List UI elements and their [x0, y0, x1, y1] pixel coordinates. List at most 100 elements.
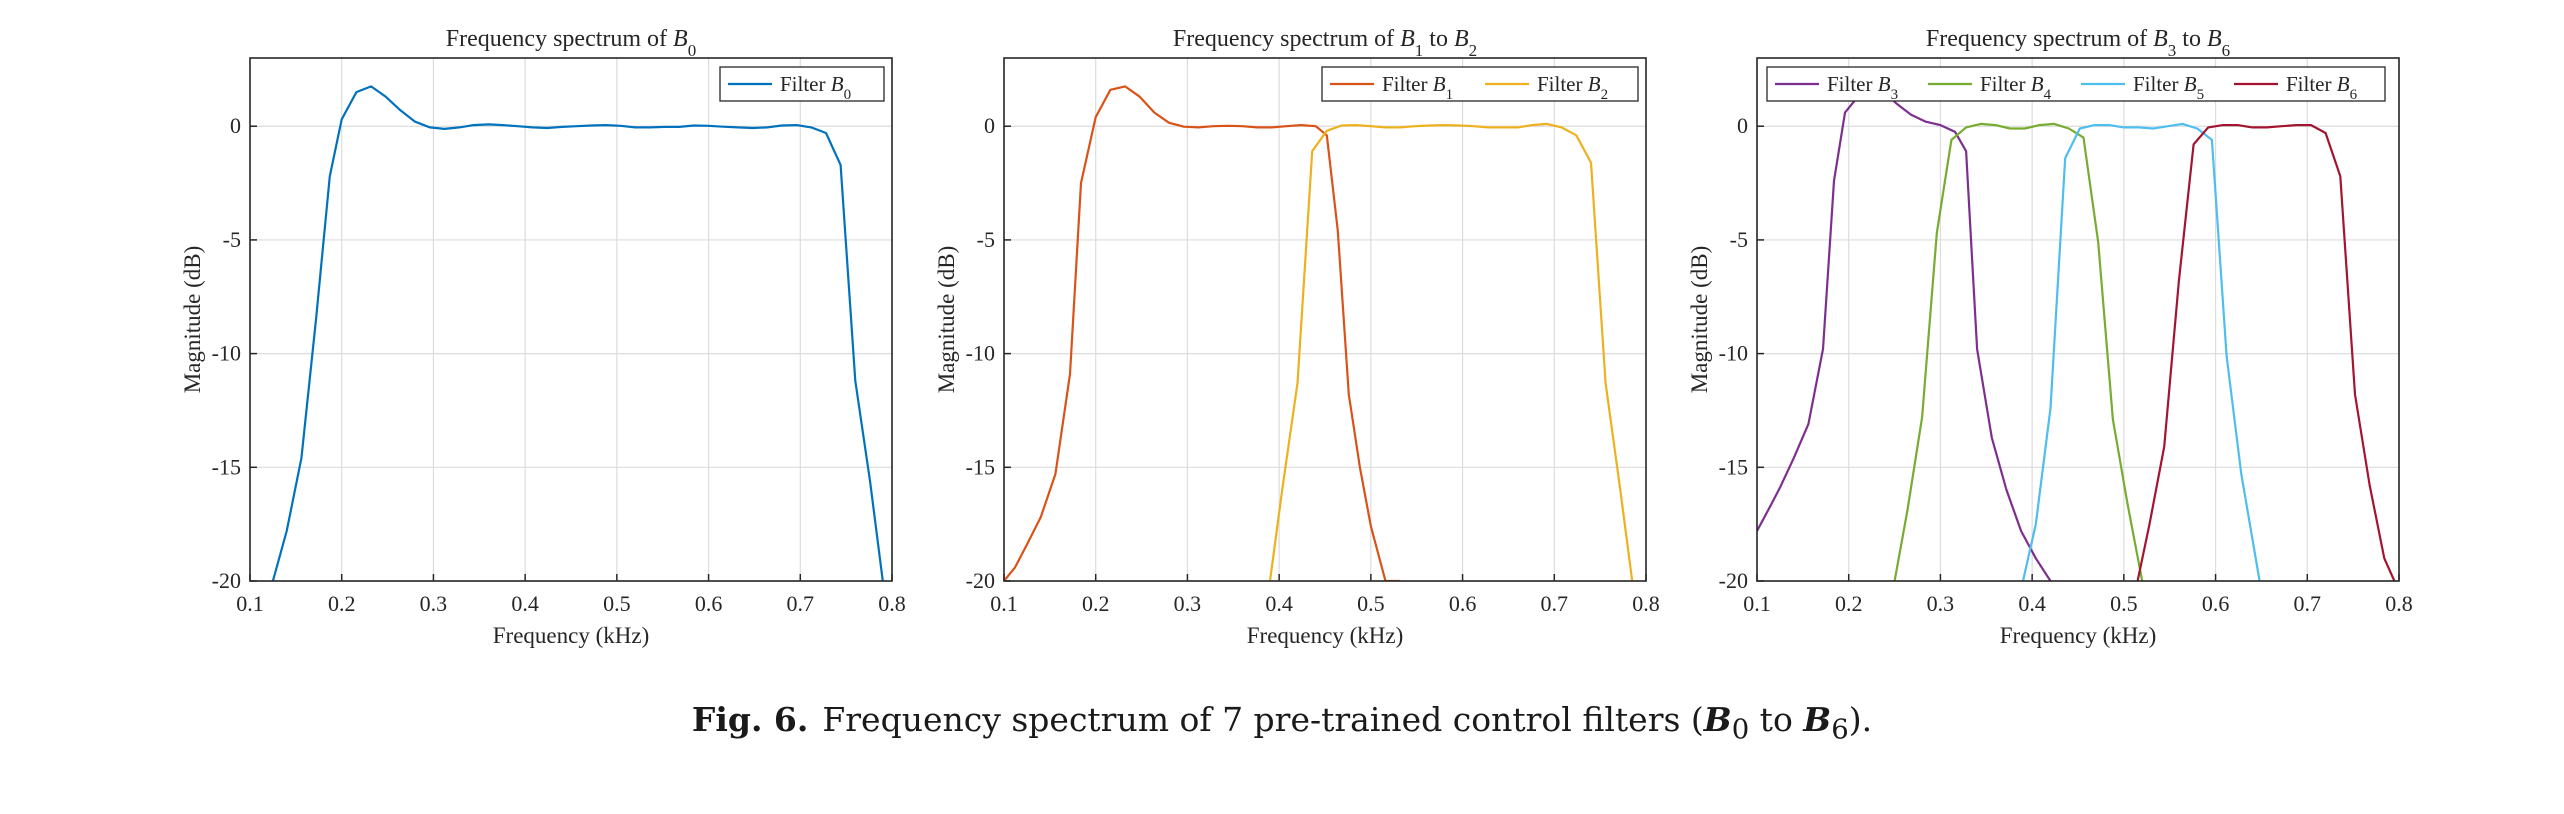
- chart-title-part-2: 0: [688, 41, 697, 60]
- chart-title-part-1: B: [1400, 26, 1415, 52]
- caption-text-pre: Frequency spectrum of 7 pre-trained cont…: [822, 700, 1704, 739]
- x-tick-label: 0.2: [1835, 591, 1863, 616]
- y-tick-label: -10: [212, 341, 241, 366]
- y-tick-label: -5: [977, 227, 995, 252]
- legend-label-b6-part-2: 6: [2350, 87, 2358, 103]
- chart-title-part-2: 1: [1415, 41, 1424, 60]
- legend-label-b1-part-0: Filter: [1382, 72, 1433, 96]
- legend-label-b5: Filter B5: [2133, 72, 2204, 103]
- y-tick-label: -5: [1730, 227, 1748, 252]
- y-tick-label: -20: [212, 568, 241, 593]
- chart-title-part-5: 2: [1469, 41, 1478, 60]
- legend-label-b4: Filter B4: [1980, 72, 2052, 103]
- chart-title: Frequency spectrum of B1 to B2: [1173, 26, 1477, 60]
- x-tick-label: 0.5: [603, 591, 631, 616]
- legend-label-b5-part-1: B: [2184, 72, 2197, 96]
- x-tick-label: 0.6: [695, 591, 723, 616]
- legend-label-b4-part-2: 4: [2044, 87, 2052, 103]
- y-tick-label: -15: [1719, 454, 1748, 479]
- series-line-b3: [1757, 88, 2052, 581]
- chart-title-part-2: 3: [2168, 41, 2177, 60]
- legend-entry-b2: Filter B2: [1485, 72, 1608, 103]
- legend-label-b0-part-0: Filter: [780, 72, 831, 96]
- figure-caption: Fig. 6. Frequency spectrum of 7 pre-train…: [0, 700, 2564, 746]
- y-tick-label: 0: [984, 113, 995, 138]
- x-tick-label: 0.3: [420, 591, 448, 616]
- x-tick-label: 0.3: [1174, 591, 1202, 616]
- legend: Filter B1 Filter B2: [1321, 66, 1639, 103]
- series-line-b6: [2136, 123, 2396, 581]
- series-line-b5: [2021, 122, 2261, 581]
- y-tick-label: 0: [230, 113, 241, 138]
- legend-label-b5-part-2: 5: [2197, 87, 2205, 103]
- caption-var-end: B: [1803, 700, 1832, 739]
- panel-b0: 0.1 0.2 0.3 0.4 0.5 0.6 0.7 0.8 0 -5 -10 -15 -20 Freq…: [180, 26, 906, 648]
- legend-label-b2-part-0: Filter: [1537, 72, 1588, 96]
- x-tick-label: 0.2: [1082, 591, 1110, 616]
- legend-entry-b0: Filter B0: [728, 72, 851, 103]
- legend-label-b3-part-0: Filter: [1827, 72, 1878, 96]
- legend-entry-b5: Filter B5: [2081, 72, 2204, 103]
- chart-title-part-4: B: [1454, 26, 1469, 52]
- x-tick-label: 0.7: [787, 591, 815, 616]
- axes-box: [1756, 57, 2400, 582]
- plot-area: [1757, 58, 2399, 581]
- legend-box: [1321, 66, 1639, 102]
- legend-entry-b4: Filter B4: [1928, 72, 2052, 103]
- y-axis-label: Magnitude (dB): [934, 246, 959, 394]
- legend-label-b0: Filter B0: [780, 72, 851, 103]
- x-tick-label: 0.8: [2385, 591, 2413, 616]
- caption-var-start: B: [1703, 700, 1732, 739]
- series-line-b1: [1004, 85, 1401, 581]
- x-tick-label: 0.6: [1449, 591, 1477, 616]
- chart-title-part-0: Frequency spectrum of: [1926, 26, 2153, 52]
- legend-entry-b6: Filter B6: [2234, 72, 2358, 103]
- x-tick-label: 0.1: [990, 591, 1018, 616]
- legend-label-b3-part-1: B: [1878, 72, 1891, 96]
- caption-text-mid: to: [1749, 700, 1804, 739]
- x-tick-label: 0.1: [1743, 591, 1771, 616]
- legend-label-b4-part-0: Filter: [1980, 72, 2031, 96]
- legend-label-b0-part-1: B: [831, 72, 844, 96]
- y-tick-label: -15: [966, 454, 995, 479]
- legend-entry-b3: Filter B3: [1775, 72, 1898, 103]
- legend-label-b1-part-1: B: [1433, 72, 1446, 96]
- x-tick-label: 0.4: [511, 591, 539, 616]
- legend-label-b2-part-1: B: [1588, 72, 1601, 96]
- panel-b1-b2: 0.1 0.2 0.3 0.4 0.5 0.6 0.7 0.8 0 -5 -10 -15 -20 Freq…: [934, 26, 1660, 648]
- x-axis-label: Frequency (kHz): [2000, 623, 2156, 648]
- chart-title-part-1: B: [2153, 26, 2168, 52]
- axes-box: [249, 57, 893, 582]
- legend-label-b6: Filter B6: [2286, 72, 2358, 103]
- caption-label: Fig. 6.: [691, 700, 809, 739]
- chart-title-part-5: 6: [2222, 41, 2231, 60]
- x-axis-label: Frequency (kHz): [493, 623, 649, 648]
- y-tick-label: -10: [1719, 341, 1748, 366]
- legend-label-b5-part-0: Filter: [2133, 72, 2184, 96]
- legend-label-b3: Filter B3: [1827, 72, 1898, 103]
- y-tick-label: -20: [1719, 568, 1748, 593]
- y-tick-label: -5: [223, 227, 241, 252]
- x-tick-label: 0.2: [328, 591, 356, 616]
- caption-sub-start: 0: [1731, 713, 1750, 746]
- y-axis-label: Magnitude (dB): [1687, 246, 1712, 394]
- x-tick-label: 0.6: [2202, 591, 2230, 616]
- chart-title-part-1: B: [673, 26, 688, 52]
- y-tick-label: -15: [212, 454, 241, 479]
- legend-label-b0-part-2: 0: [844, 87, 852, 103]
- x-tick-label: 0.7: [1541, 591, 1569, 616]
- x-axis-label: Frequency (kHz): [1247, 623, 1403, 648]
- x-tick-label: 0.1: [236, 591, 264, 616]
- x-tick-label: 0.8: [878, 591, 906, 616]
- y-axis-label: Magnitude (dB): [180, 246, 205, 394]
- legend-box: [1766, 66, 2386, 102]
- chart-title-part-0: Frequency spectrum of: [1173, 26, 1400, 52]
- legend-label-b2: Filter B2: [1537, 72, 1608, 103]
- legend-label-b1: Filter B1: [1382, 72, 1453, 103]
- legend-entry-b1: Filter B1: [1330, 72, 1453, 103]
- caption-sub-end: 6: [1831, 713, 1849, 746]
- caption-text-post: ).: [1848, 700, 1873, 739]
- x-tick-label: 0.5: [2110, 591, 2138, 616]
- x-tick-label: 0.3: [1927, 591, 1955, 616]
